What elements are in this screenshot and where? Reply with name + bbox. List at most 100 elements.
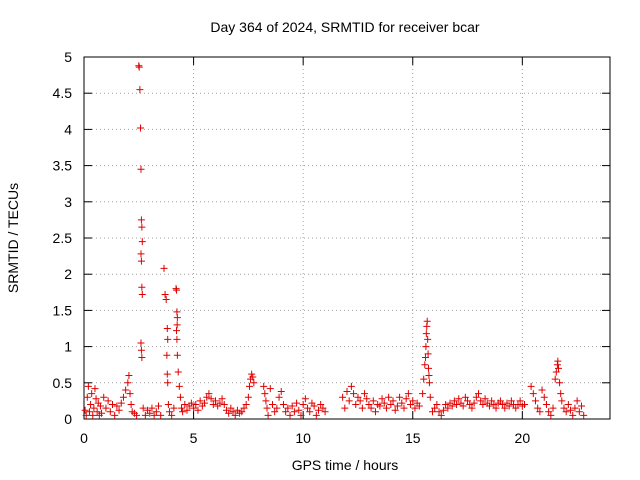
data-point: [549, 404, 557, 412]
data-point: [356, 397, 364, 405]
data-point: [529, 390, 537, 398]
data-point: [275, 393, 283, 401]
data-point: [136, 86, 144, 94]
data-point: [194, 406, 202, 414]
data-point: [148, 404, 156, 412]
data-point: [371, 408, 379, 416]
data-point: [88, 390, 96, 398]
data-point: [266, 385, 274, 393]
data-point: [141, 411, 149, 419]
data-point: [249, 373, 257, 381]
data-point: [216, 399, 224, 407]
data-point: [475, 390, 482, 398]
data-point: [290, 408, 298, 416]
data-point: [135, 63, 143, 71]
x-tick-label: 5: [190, 430, 198, 446]
data-point: [261, 390, 269, 398]
data-point: [100, 393, 108, 401]
data-points: [81, 62, 588, 419]
data-point: [196, 397, 204, 405]
y-tick-label: 3: [64, 194, 72, 210]
data-point: [173, 335, 181, 343]
data-point: [552, 368, 560, 376]
data-point: [264, 411, 272, 419]
data-point: [404, 390, 412, 398]
data-point: [268, 401, 276, 409]
x-tick-label: 15: [405, 430, 421, 446]
data-point: [108, 401, 116, 409]
data-point: [260, 382, 268, 390]
data-point: [183, 406, 191, 414]
data-point: [117, 399, 125, 407]
data-point: [263, 404, 271, 412]
chart-title: Day 364 of 2024, SRMTID for receiver bca…: [210, 19, 480, 35]
data-point: [580, 411, 588, 419]
data-point: [556, 379, 564, 387]
data-point: [173, 321, 181, 329]
data-point: [400, 404, 408, 412]
y-tick-label: 0: [64, 411, 72, 427]
data-point: [181, 401, 189, 409]
data-point: [367, 404, 375, 412]
data-point: [477, 397, 485, 405]
data-point: [514, 401, 522, 409]
plot-frame: [83, 56, 611, 420]
y-tick-label: 4: [64, 121, 72, 137]
y-tick-label: 4.5: [53, 85, 73, 101]
data-point: [150, 411, 158, 419]
data-point: [479, 401, 487, 409]
data-point: [192, 401, 200, 409]
data-point: [119, 393, 127, 401]
data-point: [245, 382, 253, 390]
data-point: [425, 364, 433, 372]
data-point: [218, 395, 226, 403]
data-point: [407, 401, 415, 409]
data-point: [301, 395, 309, 403]
data-point: [393, 402, 401, 410]
data-point: [424, 335, 432, 343]
y-tick-label: 2.5: [53, 230, 73, 246]
data-point: [564, 401, 572, 409]
data-point: [339, 393, 347, 401]
data-point: [201, 399, 209, 407]
y-tick-label: 5: [64, 49, 72, 65]
data-point: [409, 397, 417, 405]
data-point: [507, 397, 515, 405]
data-point: [173, 351, 181, 359]
data-point: [164, 335, 172, 343]
data-point: [573, 397, 581, 405]
data-point: [288, 402, 296, 410]
data-point: [496, 397, 504, 405]
data-point: [411, 404, 419, 412]
data-point: [420, 375, 428, 383]
data-point: [163, 351, 171, 359]
data-point: [248, 370, 256, 378]
data-point: [567, 406, 575, 414]
x-tick-label: 10: [295, 430, 311, 446]
data-point: [190, 404, 198, 412]
data-point: [306, 408, 314, 416]
data-point: [450, 397, 458, 405]
data-point: [536, 408, 544, 416]
data-point: [139, 404, 147, 412]
data-point: [415, 402, 423, 410]
data-point: [85, 408, 93, 416]
data-point: [385, 393, 393, 401]
data-point: [485, 402, 493, 410]
data-point: [122, 386, 130, 394]
data-point: [369, 397, 377, 405]
data-point: [354, 393, 362, 401]
data-point: [422, 330, 430, 338]
data-point: [92, 395, 100, 403]
data-point: [205, 390, 213, 398]
data-point: [419, 390, 427, 398]
data-point: [428, 408, 436, 416]
data-point: [468, 404, 476, 412]
data-point: [396, 393, 404, 401]
data-point: [423, 317, 431, 325]
data-point: [90, 404, 98, 412]
x-tick-label: 0: [80, 430, 88, 446]
data-point: [425, 372, 433, 380]
data-point: [444, 404, 452, 412]
data-point: [83, 393, 91, 401]
